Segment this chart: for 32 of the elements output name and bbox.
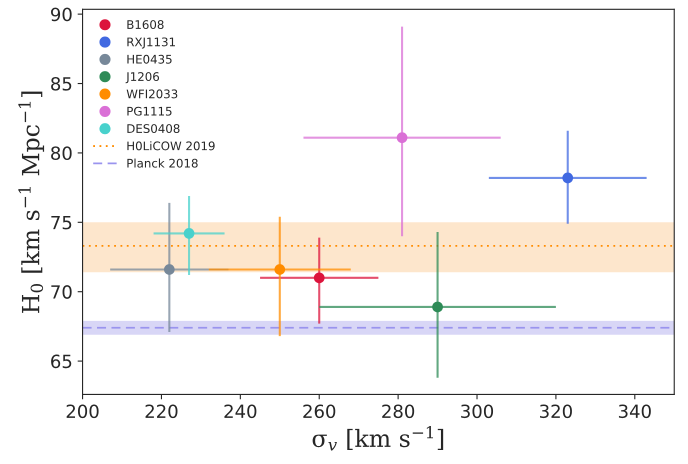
legend-label: J1206: [126, 72, 160, 84]
x-tick-label: 240: [224, 404, 256, 418]
legend-label: H0LiCOW 2019: [127, 141, 215, 150]
x-tick-label: 320: [540, 404, 572, 418]
y-tick-label: 75: [51, 216, 72, 230]
x-tick-label: 260: [303, 404, 336, 418]
legend-label: PG1115: [127, 106, 172, 116]
y-tick-label: 65: [51, 354, 72, 368]
legend-label: RXJ1131: [127, 37, 175, 49]
y-axis-title: H$_{0}$ [km s$^{−1}$ Mpc$^{−1}$]: [18, 92, 44, 313]
point: [164, 264, 175, 275]
y-tick-label: 70: [51, 285, 72, 299]
x-axis-title: σ$_{v}$ [km s$^{−1}$]: [312, 426, 444, 451]
legend-label: Planck 2018: [127, 158, 198, 168]
point: [274, 264, 286, 275]
x-tick-label: 220: [146, 404, 178, 418]
x-tick-label: 280: [382, 404, 414, 418]
point: [396, 132, 408, 144]
y-tick-label: 80: [51, 146, 72, 160]
y-tick-label: 90: [51, 8, 72, 22]
legend-label: HE0435: [127, 54, 172, 64]
point: [184, 228, 194, 239]
point: [314, 272, 325, 284]
point: [432, 302, 443, 312]
x-tick-label: 200: [66, 404, 99, 418]
x-tick-label: 300: [461, 404, 494, 418]
legend-label: DES0408: [127, 124, 180, 134]
y-tick-label: 85: [51, 76, 72, 91]
x-tick-label: 340: [618, 404, 651, 418]
point: [562, 172, 574, 184]
legend-label: WFI2033: [126, 89, 178, 98]
legend-label: B1608: [127, 20, 164, 30]
